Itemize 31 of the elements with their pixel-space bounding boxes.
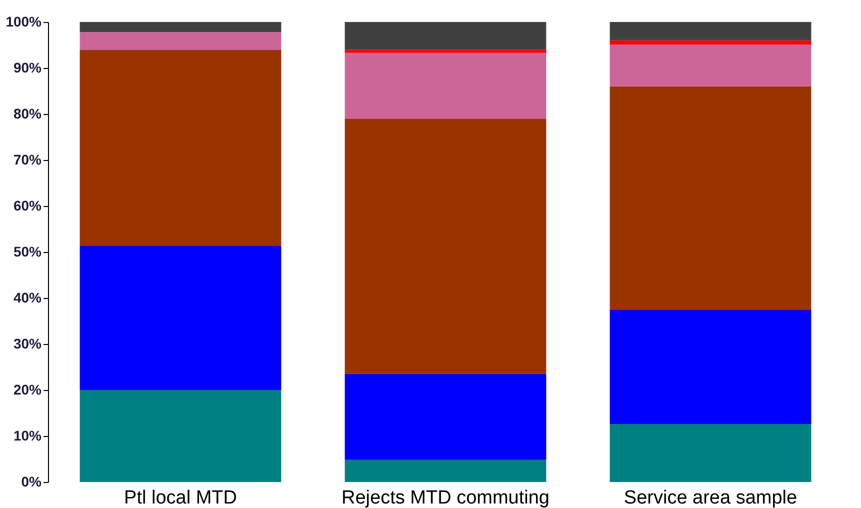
- bar: [344, 460, 546, 482]
- bar: [80, 32, 282, 50]
- bar: [610, 22, 812, 40]
- bar: [610, 424, 812, 482]
- y-tick-label: 100%: [6, 14, 42, 30]
- bar: [80, 390, 282, 482]
- x-tick-label: Ptl local MTD: [124, 488, 237, 508]
- bar: [80, 22, 282, 32]
- bar: [344, 118, 546, 374]
- y-tick-label: 30%: [13, 336, 42, 352]
- y-tick-label: 80%: [13, 106, 42, 122]
- bar: [344, 374, 546, 460]
- y-tick-label: 40%: [13, 290, 42, 306]
- bar: [80, 50, 282, 246]
- bar: [610, 40, 812, 45]
- y-tick-label: 70%: [13, 152, 42, 168]
- y-tick-label: 20%: [13, 382, 42, 398]
- bar: [610, 310, 812, 424]
- bar: [80, 246, 282, 390]
- bar: [610, 44, 812, 86]
- y-tick-label: 10%: [13, 428, 42, 444]
- bar: [344, 52, 546, 119]
- x-tick-label: Rejects MTD commuting: [342, 488, 550, 508]
- bar: [344, 50, 546, 53]
- y-tick-label: 50%: [13, 244, 42, 260]
- y-tick-label: 60%: [13, 198, 42, 214]
- bar: [610, 86, 812, 310]
- y-tick-label: 0%: [21, 474, 42, 490]
- bar: [344, 22, 546, 50]
- y-tick-label: 90%: [13, 60, 42, 76]
- x-tick-label: Service area sample: [624, 488, 798, 508]
